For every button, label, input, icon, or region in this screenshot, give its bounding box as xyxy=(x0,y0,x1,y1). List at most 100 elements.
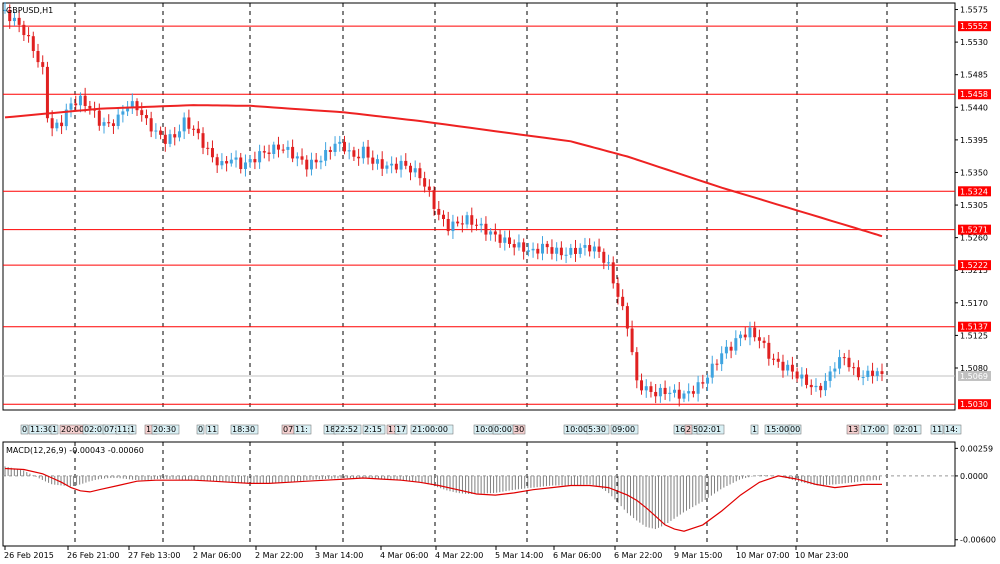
candle-body xyxy=(701,382,705,384)
time-tick-label: 3 Mar 14:00 xyxy=(315,551,363,560)
price-axis: 1.5575 1.5530 1.5485 1.5440 1.5395 1.5350 1.53… xyxy=(955,6,988,373)
price-tick-label: 1.5530 xyxy=(960,38,988,47)
candle-body xyxy=(248,159,252,163)
candle-body xyxy=(559,247,563,256)
candle-body xyxy=(168,134,172,144)
candle-body xyxy=(842,357,846,359)
price-tick-label: 1.5080 xyxy=(960,364,988,373)
candle-body xyxy=(45,66,49,119)
level-tag-label: 1.5552 xyxy=(960,22,988,31)
candle-body xyxy=(418,168,422,179)
candle-body xyxy=(654,391,658,397)
candle-body xyxy=(621,296,625,307)
candle-body xyxy=(385,165,389,169)
candle-body xyxy=(220,161,224,166)
time-strip-box xyxy=(610,424,639,435)
candle-body xyxy=(83,95,87,106)
price-tick-label: 1.5305 xyxy=(960,201,988,210)
candle-body xyxy=(404,160,408,166)
time-strip-box xyxy=(128,424,137,435)
candle-body xyxy=(375,159,379,164)
candle-body xyxy=(574,247,578,254)
level-tag-box xyxy=(958,21,991,32)
candle-body xyxy=(602,251,606,263)
time-tick-label: 4 Mar 22:00 xyxy=(435,551,483,560)
candle-body xyxy=(555,247,559,254)
candle-body xyxy=(795,371,799,379)
time-strip-box xyxy=(362,424,386,435)
macd-axis: 0.00259 0.0000 -0.00600 xyxy=(955,444,996,545)
candle-body xyxy=(833,368,837,372)
candle-body xyxy=(74,103,78,106)
candle-body xyxy=(682,393,686,399)
candle-body xyxy=(338,141,342,144)
candle-body xyxy=(177,131,181,138)
level-tag-label: 1.5222 xyxy=(960,261,988,270)
time-strip-box xyxy=(846,424,860,435)
candle-body xyxy=(182,117,186,132)
level-tag-box xyxy=(958,224,991,235)
candle-body xyxy=(668,392,672,395)
macd-pane-frame xyxy=(2,441,956,547)
time-strip-box xyxy=(394,424,408,435)
candle-body xyxy=(380,159,384,169)
candle-body xyxy=(262,151,266,153)
candle-body xyxy=(352,150,356,157)
time-tick-label: 10 Mar 07:00 xyxy=(736,551,789,560)
time-strip-label: 20:00 xyxy=(61,425,84,434)
price-tick-label: 1.5125 xyxy=(960,331,988,340)
price-tick-label: 1.5350 xyxy=(960,168,988,177)
time-strip-box xyxy=(333,424,362,435)
candle-body xyxy=(8,9,12,22)
candle-body xyxy=(687,391,691,394)
time-strip-label: 15:00 xyxy=(766,425,789,434)
time-strip-box xyxy=(930,424,944,435)
time-strip-label: 2:15 xyxy=(364,425,382,434)
time-strip-label: 5:30 xyxy=(588,425,606,434)
time-strip-label: 18:30 xyxy=(232,425,255,434)
time-strip-label: 22:52 xyxy=(335,425,358,434)
time-tick-label: 6 Mar 22:00 xyxy=(614,551,662,560)
time-strip-label: 11 xyxy=(388,425,398,434)
level-tags: 1.5552 1.5458 1.5324 1.5271 1.5222 1.5137 1.50… xyxy=(958,21,991,410)
candle-body xyxy=(677,389,681,399)
time-strip-label: 14: xyxy=(945,425,958,434)
candle-body xyxy=(234,157,238,160)
candle-body xyxy=(451,221,455,232)
time-strip-box xyxy=(586,424,610,435)
candle-body xyxy=(592,246,596,252)
candle-body xyxy=(126,106,130,112)
candle-body xyxy=(413,168,417,173)
candle-body xyxy=(394,163,398,170)
candle-body xyxy=(880,371,884,374)
candle-body xyxy=(107,122,111,124)
macd-title: MACD(12,26,9) -0.00043 -0.00060 xyxy=(6,446,144,455)
time-strip-label: 21:00:00 xyxy=(412,425,448,434)
symbol-title: GBPUSD,H1 xyxy=(6,6,53,15)
candle-body xyxy=(239,157,243,170)
candle-body xyxy=(607,262,611,264)
candle-body xyxy=(611,262,615,284)
candle-body xyxy=(22,24,26,36)
candle-body xyxy=(663,387,667,395)
candle-body xyxy=(847,357,851,368)
time-strip-box xyxy=(512,424,526,435)
candle-body xyxy=(800,374,804,379)
candle-body xyxy=(215,157,219,166)
candle-body xyxy=(371,157,375,164)
candle-body xyxy=(541,243,545,254)
candle-body xyxy=(819,385,823,391)
candle-body xyxy=(753,327,757,338)
candle-body xyxy=(720,353,724,365)
time-strip-box xyxy=(50,424,59,435)
candle-body xyxy=(856,367,860,378)
candle-body xyxy=(724,346,728,354)
candle-body xyxy=(201,133,205,148)
time-axis: 26 Feb 2015 26 Feb 21:00 27 Feb 13:00 2 Mar… xyxy=(4,546,848,560)
candle-body xyxy=(342,141,346,152)
candle-body xyxy=(526,250,530,252)
candle-body xyxy=(309,159,313,170)
candle-body xyxy=(512,243,516,248)
candle-body xyxy=(479,223,483,226)
